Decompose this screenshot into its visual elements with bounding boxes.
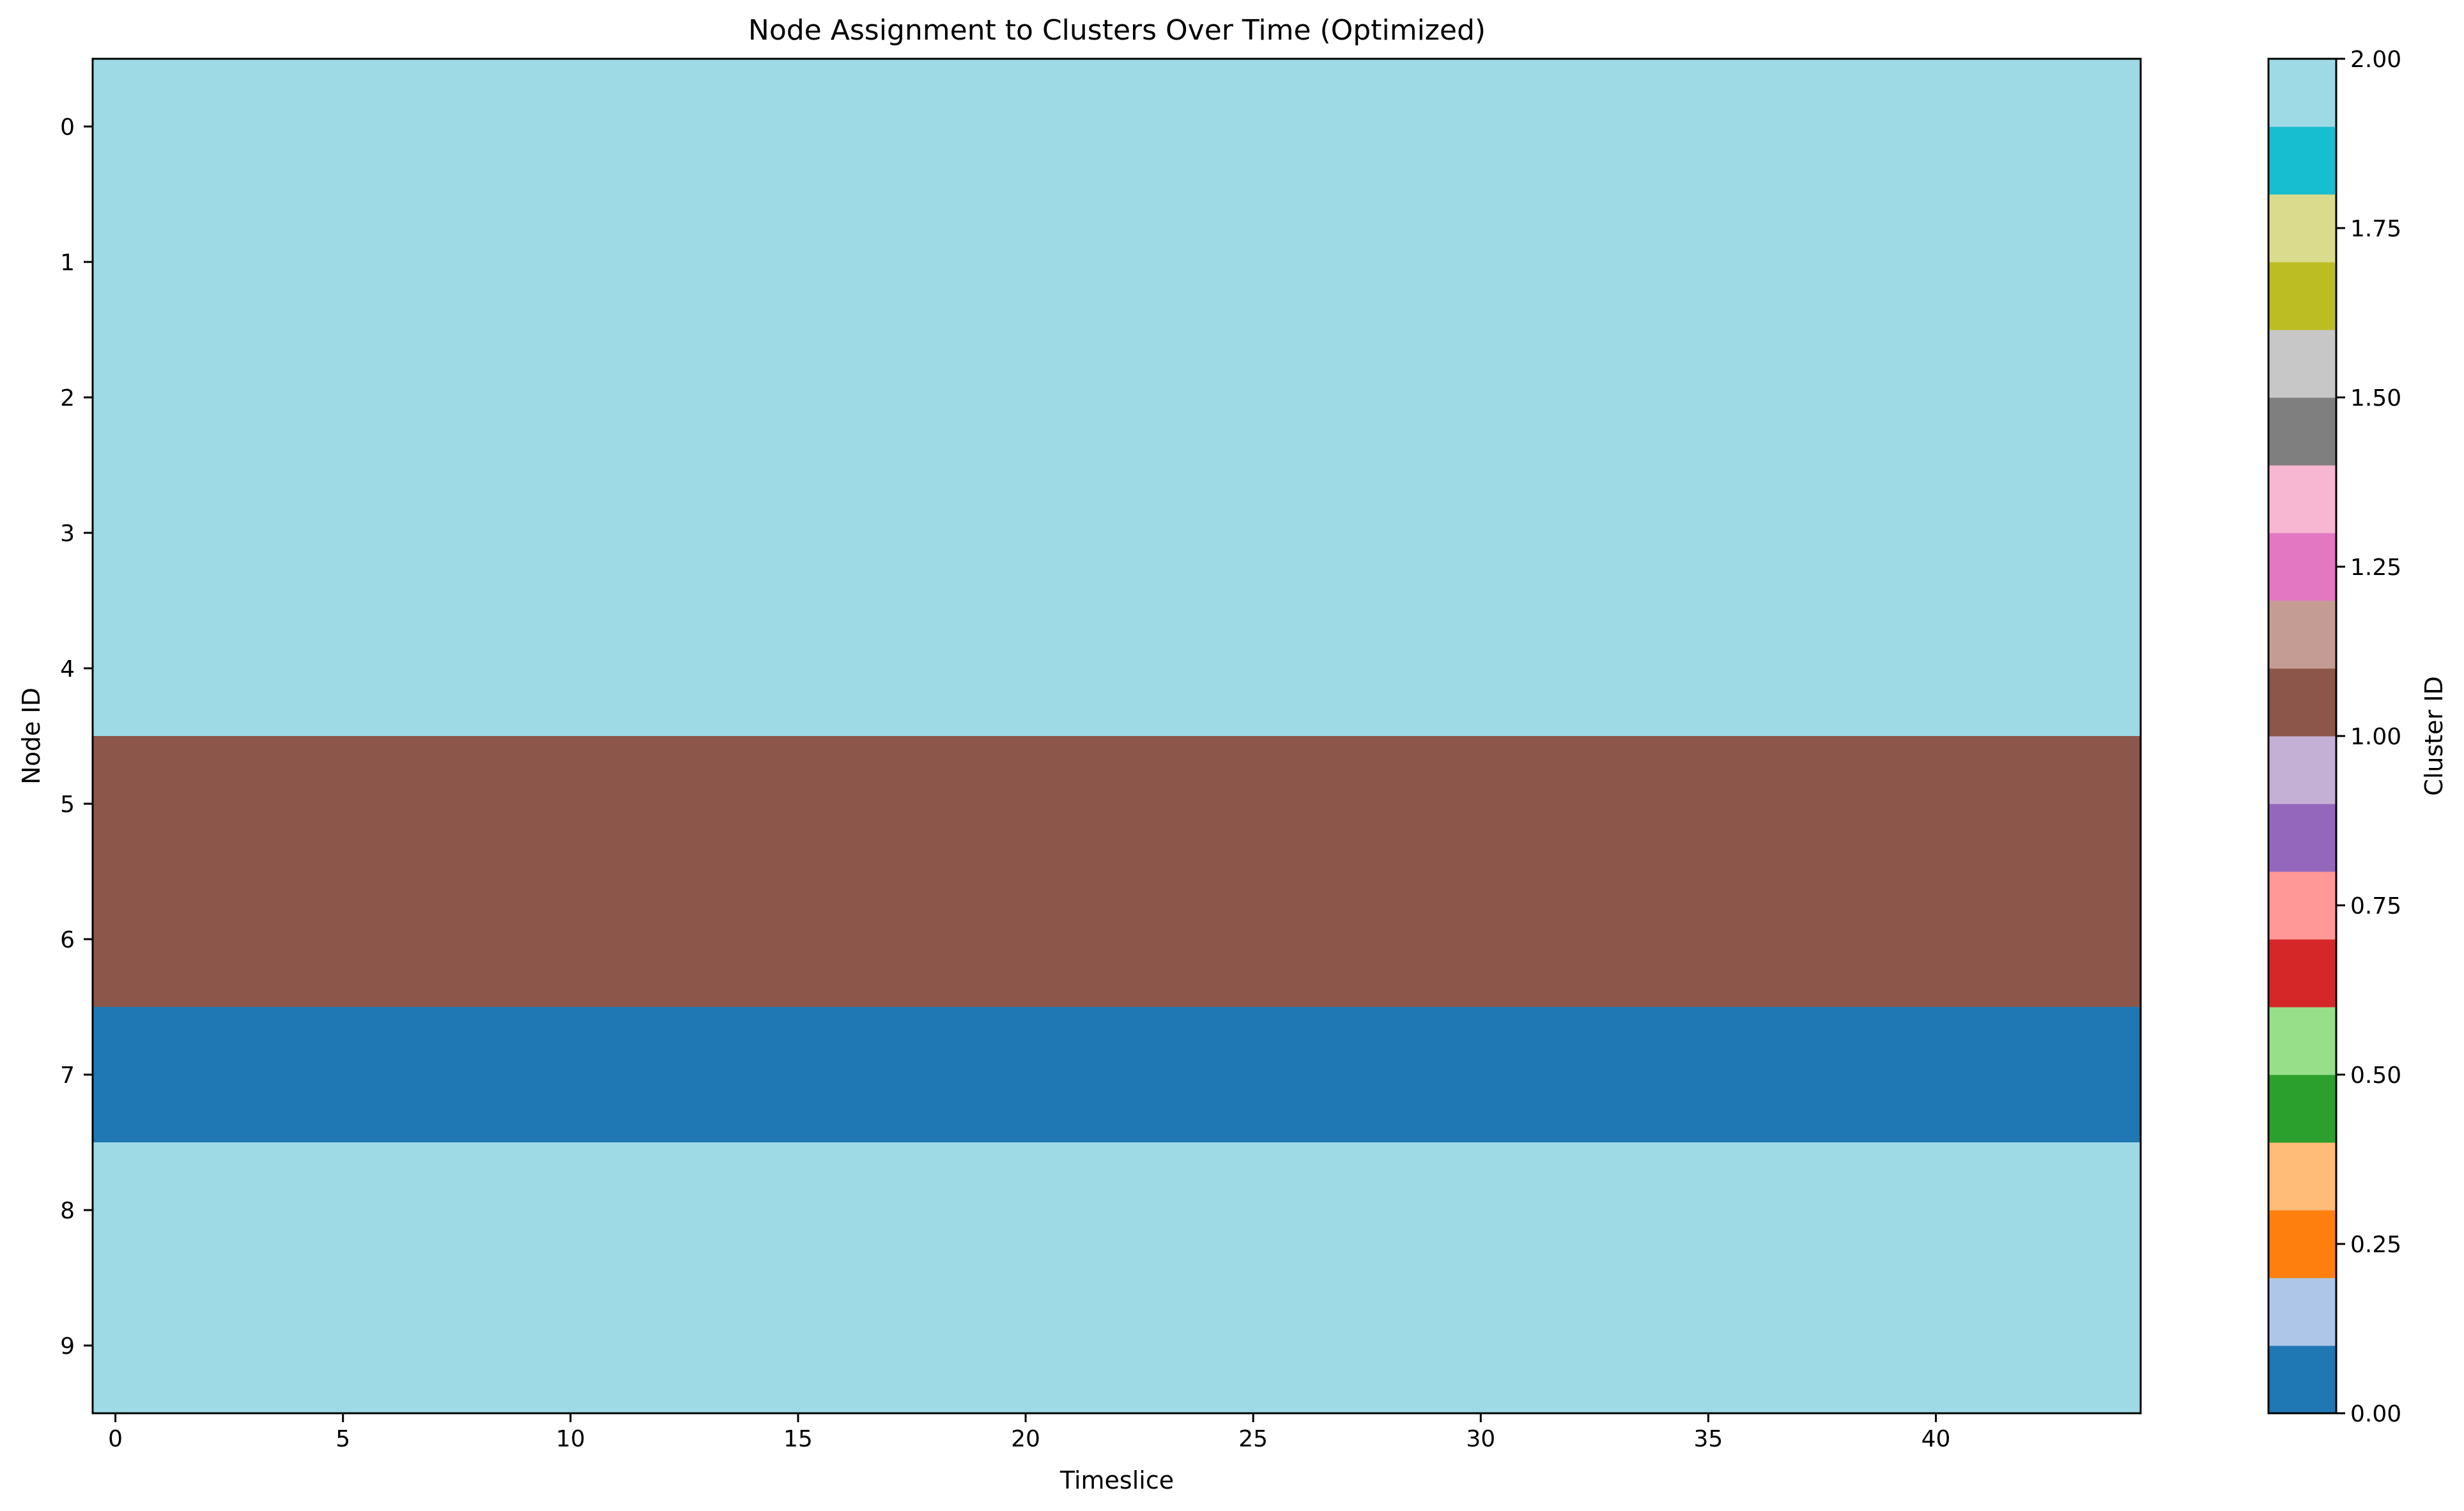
colorbar-segment <box>2268 397 2336 466</box>
colorbar-tick-label: 2.00 <box>2350 47 2401 73</box>
colorbar-label: Cluster ID <box>2420 676 2448 795</box>
colorbar-segment <box>2268 127 2336 195</box>
x-tick-label: 5 <box>335 1426 350 1452</box>
x-tick-label: 10 <box>556 1426 585 1452</box>
heatmap-row-node-5 <box>93 736 2141 872</box>
y-tick-label: 8 <box>60 1198 75 1224</box>
colorbar-ticks: 0.00 0.25 0.50 0.75 1.00 1.25 1.50 1.75 2.00 <box>2336 47 2401 1427</box>
colorbar <box>2268 59 2336 1414</box>
colorbar-segment <box>2268 465 2336 533</box>
heatmap-row-node-1 <box>93 194 2141 330</box>
x-tick-label: 0 <box>108 1426 123 1452</box>
plot-frame <box>91 58 2142 1415</box>
colorbar-tick-label: 1.50 <box>2350 385 2401 411</box>
colorbar-segment <box>2268 194 2336 263</box>
heatmap-row-node-4 <box>93 601 2141 737</box>
y-tick-label: 5 <box>60 792 75 818</box>
heatmap-row-node-0 <box>93 59 2141 195</box>
colorbar-tick-label: 1.25 <box>2350 555 2401 581</box>
y-tick-label: 6 <box>60 927 75 953</box>
colorbar-segment <box>2268 59 2336 127</box>
colorbar-segment <box>2268 939 2336 1008</box>
y-tick-label: 0 <box>60 114 75 141</box>
x-axis-ticks: 0 5 10 15 20 25 30 35 40 <box>108 1413 1950 1452</box>
y-tick-label: 3 <box>60 521 75 547</box>
colorbar-segment <box>2268 1007 2336 1075</box>
y-axis-ticks: 0 1 2 3 4 5 6 7 8 9 <box>60 114 93 1360</box>
colorbar-segment <box>2268 1075 2336 1143</box>
colorbar-segment <box>2268 736 2336 804</box>
heatmap-cells <box>93 59 2141 1414</box>
y-tick-label: 9 <box>60 1333 75 1360</box>
colorbar-tick-label: 0.25 <box>2350 1232 2401 1258</box>
heatmap-row-node-6 <box>93 871 2141 1008</box>
colorbar-segment <box>2268 533 2336 601</box>
heatmap-row-node-8 <box>93 1142 2141 1278</box>
colorbar-segment <box>2268 871 2336 940</box>
colorbar-segment <box>2268 1346 2336 1414</box>
y-tick-label: 4 <box>60 656 75 682</box>
y-tick-label: 2 <box>60 385 75 411</box>
chart-title: Node Assignment to Clusters Over Time (O… <box>748 14 1486 47</box>
x-tick-label: 15 <box>783 1426 813 1452</box>
heatmap-row-node-3 <box>93 465 2141 601</box>
y-tick-label: 7 <box>60 1062 75 1089</box>
colorbar-segment <box>2268 804 2336 872</box>
colorbar-segment <box>2268 1142 2336 1211</box>
y-axis-label: Node ID <box>17 687 45 785</box>
colorbar-tick-label: 0.75 <box>2350 893 2401 919</box>
colorbar-tick-label: 0.50 <box>2350 1062 2401 1089</box>
x-tick-label: 30 <box>1466 1426 1495 1452</box>
heatmap-row-node-7 <box>93 1007 2141 1143</box>
colorbar-segment <box>2268 1210 2336 1278</box>
colorbar-tick-label: 1.75 <box>2350 216 2401 242</box>
colorbar-segment <box>2268 262 2336 330</box>
heatmap-row-node-9 <box>93 1278 2141 1414</box>
x-tick-label: 40 <box>1921 1426 1951 1452</box>
colorbar-segment <box>2268 668 2336 737</box>
colorbar-tick-label: 1.00 <box>2350 724 2401 750</box>
x-axis-label: Timeslice <box>1059 1466 1174 1494</box>
x-tick-label: 20 <box>1011 1426 1040 1452</box>
x-tick-label: 25 <box>1238 1426 1268 1452</box>
colorbar-segment <box>2268 601 2336 669</box>
colorbar-segment <box>2268 1278 2336 1346</box>
heatmap-row-node-2 <box>93 330 2141 466</box>
y-tick-label: 1 <box>60 250 75 276</box>
colorbar-tick-label: 0.00 <box>2350 1401 2401 1427</box>
colorbar-segment <box>2268 330 2336 398</box>
x-tick-label: 35 <box>1693 1426 1723 1452</box>
